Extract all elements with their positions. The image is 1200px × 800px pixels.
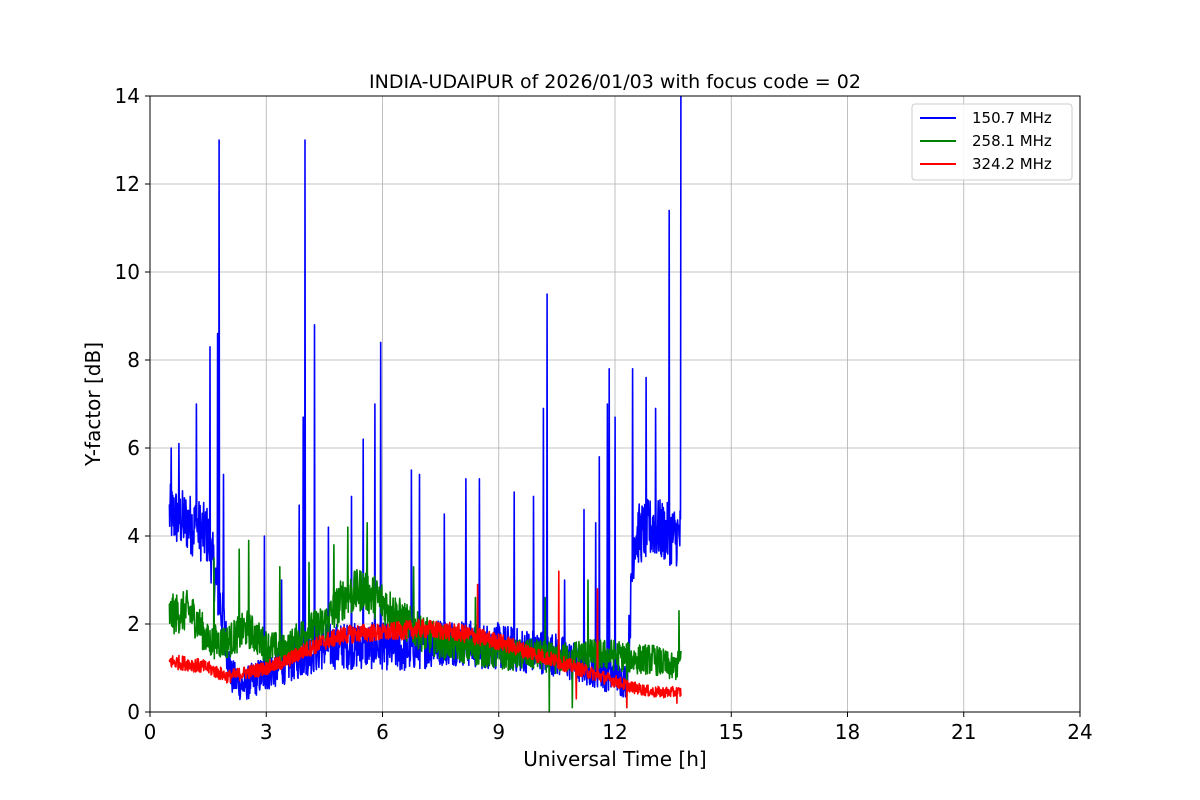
- y-tick-label: 0: [127, 700, 140, 724]
- series-line-324-2: [168, 570, 682, 709]
- x-axis-label: Universal Time [h]: [523, 747, 706, 771]
- y-axis-label: Y-factor [dB]: [81, 342, 105, 467]
- y-tick-label: 14: [115, 84, 140, 108]
- legend-label-150-7: 150.7 MHz: [972, 109, 1052, 127]
- x-tick-label: 3: [260, 720, 273, 744]
- legend-label-258-1: 258.1 MHz: [972, 132, 1052, 150]
- legend-box: [911, 103, 1073, 181]
- y-tick-label: 6: [127, 436, 140, 460]
- y-tick-label: 10: [115, 260, 140, 284]
- legend: 150.7 MHz 258.1 MHz 324.2 MHz: [911, 103, 1073, 181]
- x-tick-label: 18: [835, 720, 860, 744]
- legend-label-324-2: 324.2 MHz: [972, 155, 1052, 173]
- plot-series: [168, 95, 682, 713]
- y-tick-label: 2: [127, 612, 140, 636]
- x-tick-label: 6: [376, 720, 389, 744]
- y-tick-label: 4: [127, 524, 140, 548]
- series-line-150-7: [168, 95, 682, 701]
- chart-title: INDIA-UDAIPUR of 2026/01/03 with focus c…: [369, 71, 861, 93]
- x-tick-label: 21: [951, 720, 976, 744]
- x-axis-ticks: 0 3 6 9 12 15 18 21 24: [144, 712, 1093, 744]
- x-tick-label: 15: [719, 720, 744, 744]
- y-tick-label: 12: [115, 172, 140, 196]
- x-tick-label: 12: [602, 720, 627, 744]
- y-axis-ticks: 0 2 4 6 8 10 12 14: [115, 84, 150, 724]
- x-tick-label: 24: [1067, 720, 1092, 744]
- y-tick-label: 8: [127, 348, 140, 372]
- x-tick-label: 0: [144, 720, 157, 744]
- x-tick-label: 9: [492, 720, 505, 744]
